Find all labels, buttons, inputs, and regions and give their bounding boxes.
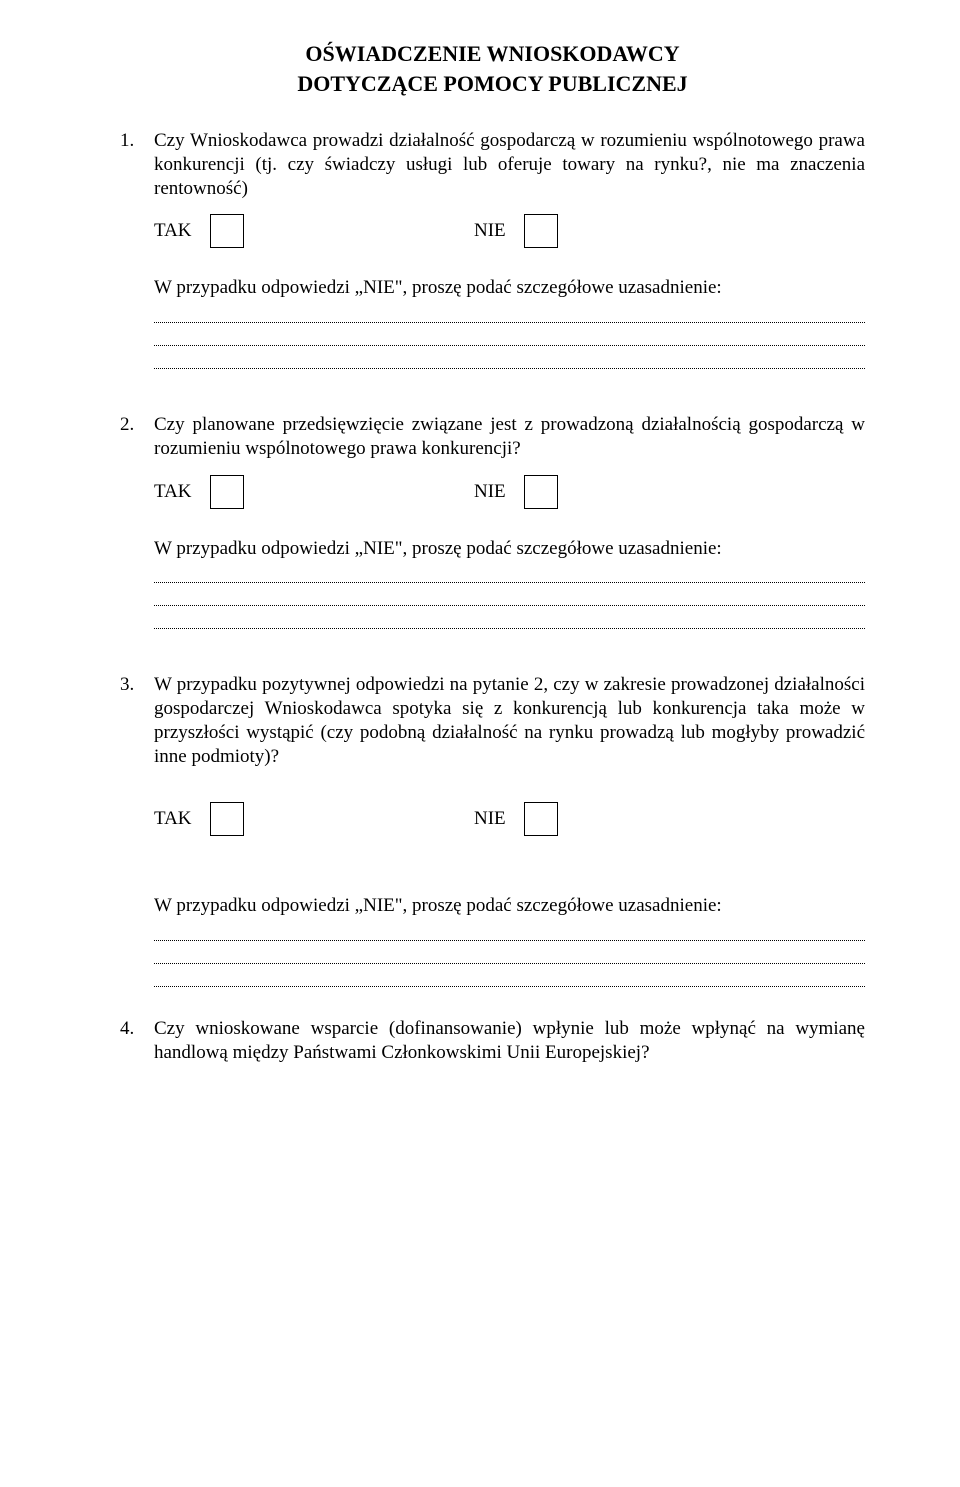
q2-justify-prompt: W przypadku odpowiedzi „NIE", proszę pod…: [154, 537, 865, 561]
q1-justify-line-2[interactable]: [154, 323, 865, 346]
q2-justify-line-3[interactable]: [154, 606, 865, 629]
q1-tak-label: TAK: [154, 219, 192, 243]
q3-tak-label: TAK: [154, 807, 192, 831]
q1-nie-label: NIE: [474, 219, 506, 243]
q3-tak-checkbox[interactable]: [210, 802, 244, 836]
question-3: 3. W przypadku pozytywnej odpowiedzi na …: [120, 673, 865, 987]
q2-nie-checkbox[interactable]: [524, 475, 558, 509]
doc-title: OŚWIADCZENIE WNIOSKODAWCY: [120, 40, 865, 68]
q3-justify-line-2[interactable]: [154, 941, 865, 964]
q2-number: 2.: [120, 413, 154, 461]
q3-justify-line-1[interactable]: [154, 918, 865, 941]
question-1: 1. Czy Wnioskodawca prowadzi działalność…: [120, 129, 865, 369]
q2-text: Czy planowane przedsięwzięcie związane j…: [154, 413, 865, 461]
question-2: 2. Czy planowane przedsięwzięcie związan…: [120, 413, 865, 629]
q2-tak-label: TAK: [154, 480, 192, 504]
q3-number: 3.: [120, 673, 154, 768]
q3-text: W przypadku pozytywnej odpowiedzi na pyt…: [154, 673, 865, 768]
q1-tak-checkbox[interactable]: [210, 214, 244, 248]
q3-nie-checkbox[interactable]: [524, 802, 558, 836]
q1-choice-row: TAK NIE: [154, 214, 865, 248]
q2-nie-label: NIE: [474, 480, 506, 504]
q1-text: Czy Wnioskodawca prowadzi działalność go…: [154, 129, 865, 200]
q1-justify-line-3[interactable]: [154, 346, 865, 369]
q2-justify-line-2[interactable]: [154, 583, 865, 606]
q3-justify-prompt: W przypadku odpowiedzi „NIE", proszę pod…: [154, 894, 865, 918]
q1-justify-prompt: W przypadku odpowiedzi „NIE", proszę pod…: [154, 276, 865, 300]
q3-nie-label: NIE: [474, 807, 506, 831]
q1-nie-checkbox[interactable]: [524, 214, 558, 248]
q4-number: 4.: [120, 1017, 154, 1065]
q4-text: Czy wnioskowane wsparcie (dofinansowanie…: [154, 1017, 865, 1065]
q2-justify-line-1[interactable]: [154, 560, 865, 583]
q2-tak-checkbox[interactable]: [210, 475, 244, 509]
q3-choice-row: TAK NIE: [154, 802, 865, 836]
question-4: 4. Czy wnioskowane wsparcie (dofinansowa…: [120, 1017, 865, 1065]
doc-subtitle: DOTYCZĄCE POMOCY PUBLICZNEJ: [120, 70, 865, 98]
q3-justify-line-3[interactable]: [154, 964, 865, 987]
q1-justify-line-1[interactable]: [154, 300, 865, 323]
q2-choice-row: TAK NIE: [154, 475, 865, 509]
q1-number: 1.: [120, 129, 154, 200]
